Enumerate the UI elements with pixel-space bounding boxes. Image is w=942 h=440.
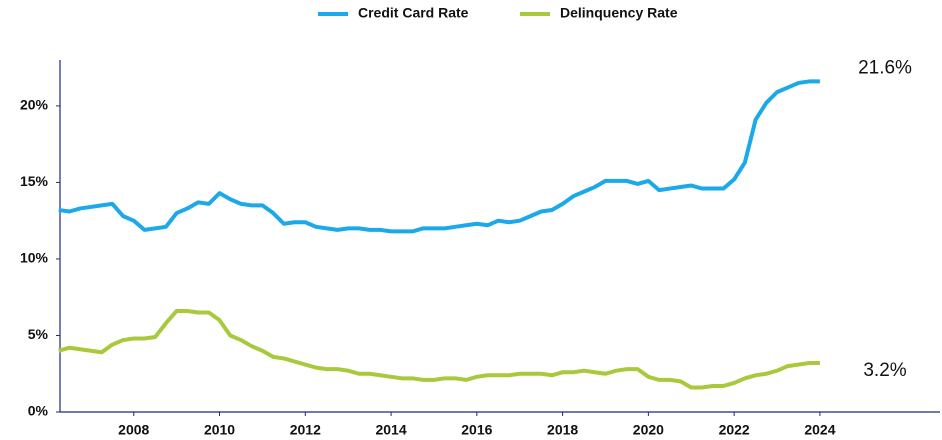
x-tick-label: 2018 xyxy=(547,422,578,438)
y-tick-label: 20% xyxy=(20,97,49,113)
y-tick-label: 10% xyxy=(20,250,49,266)
x-tick-label: 2012 xyxy=(290,422,321,438)
series-line xyxy=(58,79,820,234)
legend-label: Credit Card Rate xyxy=(358,5,469,21)
x-tick-label: 2022 xyxy=(719,422,750,438)
x-tick-label: 2010 xyxy=(204,422,235,438)
y-tick-label: 5% xyxy=(28,326,49,342)
x-tick-label: 2024 xyxy=(804,422,835,438)
legend-label: Delinquency Rate xyxy=(560,5,678,21)
y-tick-label: 0% xyxy=(28,403,49,419)
x-tick-label: 2016 xyxy=(461,422,492,438)
end-annotation: 3.2% xyxy=(863,360,906,381)
x-tick-label: 2014 xyxy=(375,422,406,438)
y-tick-label: 15% xyxy=(20,173,49,189)
x-tick-label: 2008 xyxy=(118,422,149,438)
end-annotation: 21.6% xyxy=(858,57,912,78)
x-tick-label: 2020 xyxy=(633,422,664,438)
series-line xyxy=(58,308,820,390)
